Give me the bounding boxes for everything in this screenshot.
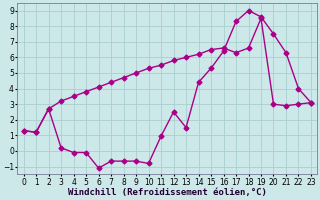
X-axis label: Windchill (Refroidissement éolien,°C): Windchill (Refroidissement éolien,°C) (68, 188, 267, 197)
